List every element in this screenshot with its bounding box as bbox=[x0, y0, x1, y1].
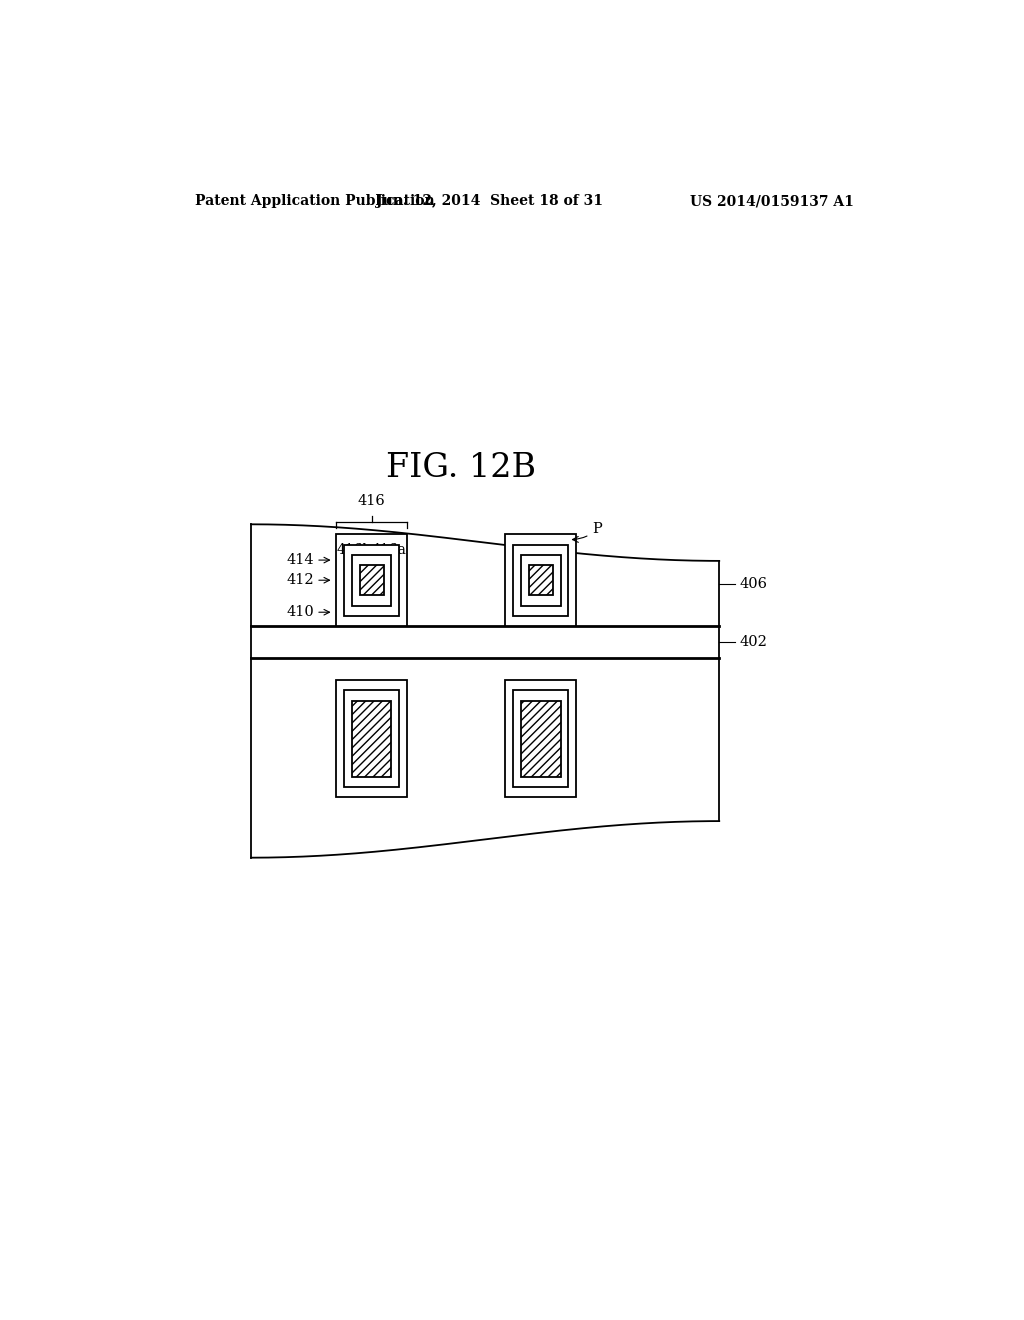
Text: 416: 416 bbox=[357, 494, 385, 508]
Text: 414: 414 bbox=[287, 553, 314, 568]
Bar bbox=[336, 535, 408, 626]
Bar bbox=[505, 535, 577, 626]
Bar bbox=[513, 545, 568, 615]
Bar bbox=[344, 545, 399, 615]
Bar bbox=[521, 701, 560, 777]
Text: P: P bbox=[572, 523, 602, 543]
Bar bbox=[521, 554, 560, 606]
Bar bbox=[505, 680, 577, 797]
Text: 410: 410 bbox=[287, 606, 314, 619]
Text: Jun. 12, 2014  Sheet 18 of 31: Jun. 12, 2014 Sheet 18 of 31 bbox=[376, 194, 602, 209]
Bar bbox=[336, 680, 408, 797]
Text: Patent Application Publication: Patent Application Publication bbox=[196, 194, 435, 209]
Bar bbox=[344, 690, 399, 787]
Text: 402: 402 bbox=[739, 635, 767, 649]
Text: FIG. 12B: FIG. 12B bbox=[386, 453, 537, 484]
Bar bbox=[352, 701, 391, 777]
Text: 416a: 416a bbox=[372, 543, 407, 557]
Text: US 2014/0159137 A1: US 2014/0159137 A1 bbox=[690, 194, 854, 209]
Text: 416b: 416b bbox=[337, 543, 372, 557]
Text: 406: 406 bbox=[739, 577, 767, 591]
Bar bbox=[359, 565, 384, 595]
Bar bbox=[513, 690, 568, 787]
Bar bbox=[528, 565, 553, 595]
Bar bbox=[352, 554, 391, 606]
Text: 412: 412 bbox=[287, 573, 314, 587]
